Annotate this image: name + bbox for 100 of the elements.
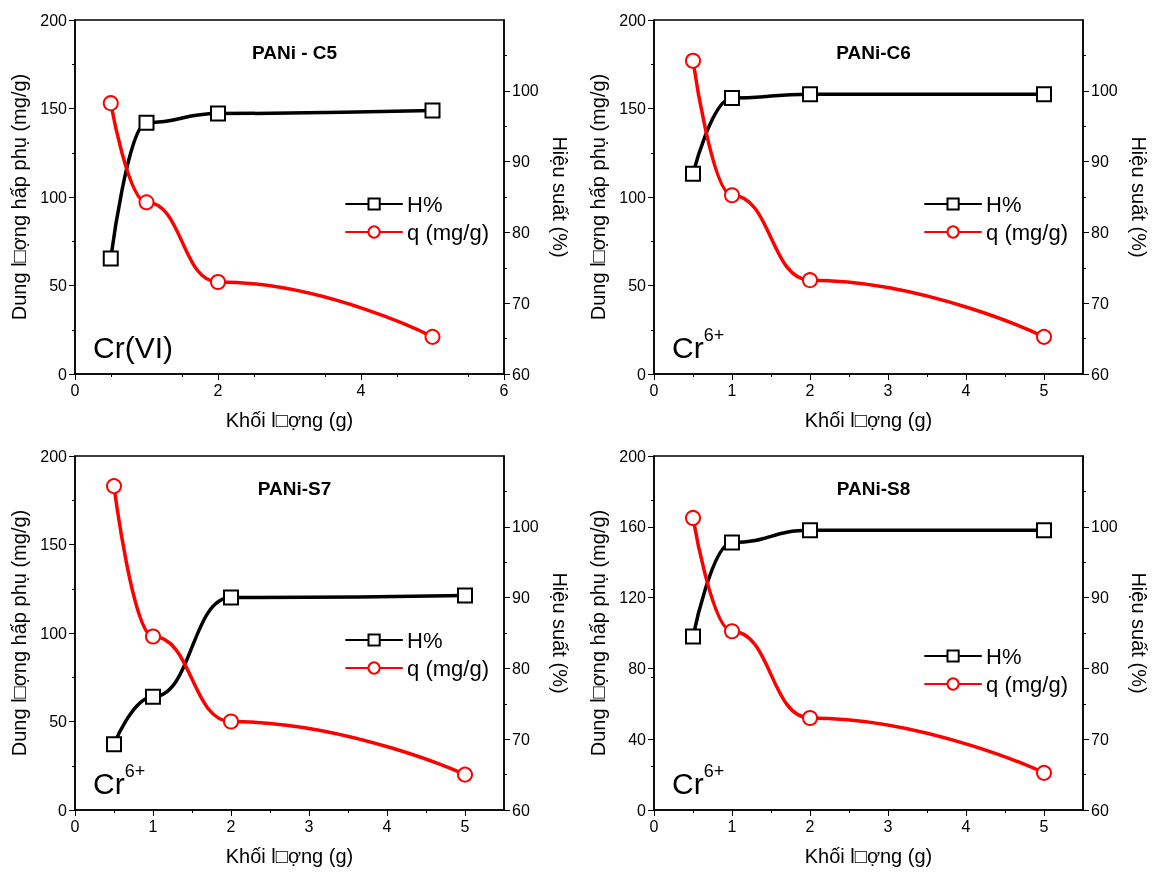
y-tick-label: 100 — [40, 624, 68, 642]
x-tick-label: 4 — [961, 817, 971, 835]
x-tick-label: 4 — [961, 381, 971, 399]
point — [145, 688, 161, 705]
x-axis-title: Khối l□ợng (g) — [804, 409, 933, 431]
x-tick-label: 3 — [304, 817, 314, 835]
y2-tick-label: 100 — [1091, 82, 1118, 100]
y-tick-label: 100 — [40, 188, 68, 206]
text: PANi-S8 — [836, 478, 911, 499]
x-tick-label: 5 — [1039, 817, 1049, 835]
y2-tick-label: 90 — [512, 153, 530, 171]
point — [138, 114, 155, 131]
y2-tick-label: 70 — [1091, 294, 1109, 312]
y2-tick-label: 60 — [512, 801, 530, 819]
point — [802, 709, 818, 726]
x-tick-label: 3 — [883, 817, 893, 835]
point — [223, 713, 239, 730]
y-axis-title: Dung l□ợng hấp phụ (mg/g) — [587, 73, 610, 321]
y-tick-label: 200 — [619, 11, 647, 29]
annotation: Cr(VI) — [93, 330, 173, 364]
y-axis-title: Dung l□ợng hấp phụ (mg/g) — [8, 73, 31, 321]
point — [210, 273, 226, 290]
y-tick-label: 0 — [58, 801, 68, 819]
y2-tick-label: 90 — [1091, 153, 1109, 171]
y-tick-label: 50 — [49, 277, 68, 294]
point — [424, 328, 441, 345]
point — [1036, 328, 1052, 345]
y-tick-label: 150 — [619, 100, 647, 117]
y-axis-title: Dung l□ợng hấp phụ (mg/g) — [587, 509, 610, 757]
x-axis-title: Khối l□ợng (g) — [225, 845, 354, 867]
y2-tick-label: 70 — [1091, 730, 1109, 748]
legend-label: H% — [986, 191, 1022, 217]
point — [685, 165, 701, 182]
y-tick-label: 150 — [40, 100, 68, 117]
point — [685, 509, 701, 526]
y-tick-label: 200 — [40, 447, 68, 465]
y2-tick-label: 90 — [1091, 589, 1109, 607]
y2-tick-label: 100 — [1091, 518, 1118, 536]
point — [685, 628, 701, 645]
x-tick-label: 3 — [883, 381, 893, 399]
x-tick-label: 0 — [70, 817, 80, 835]
y2-axis-title: Hiệu suất (%) — [548, 136, 571, 258]
y2-tick-label: 90 — [512, 589, 530, 607]
point — [102, 95, 119, 112]
x-tick-label: 2 — [805, 817, 815, 835]
x-tick-label: 5 — [460, 817, 470, 835]
y2-tick-label: 80 — [512, 659, 530, 677]
y-tick-label: 0 — [637, 801, 647, 819]
point — [210, 105, 226, 122]
point — [1036, 86, 1052, 103]
point — [685, 52, 701, 69]
x-tick-label: 1 — [148, 817, 158, 835]
y-tick-label: 120 — [619, 589, 647, 607]
y-tick-label: 100 — [619, 188, 647, 206]
x-tick-label: 2 — [226, 817, 236, 835]
legend-label: q (mg/g) — [986, 671, 1069, 697]
y2-tick-label: 70 — [512, 294, 530, 312]
y2-axis-title: Hiệu suất (%) — [1127, 572, 1150, 694]
point — [724, 623, 740, 640]
y-tick-label: 0 — [58, 365, 68, 383]
point — [223, 589, 239, 606]
y2-tick-label: 100 — [512, 518, 539, 536]
y-tick-label: 80 — [628, 659, 647, 677]
x-tick-label: 0 — [649, 381, 659, 399]
y-tick-label: 50 — [628, 277, 647, 294]
x-tick-label: 0 — [70, 381, 80, 399]
x-tick-label: 2 — [213, 381, 223, 399]
y2-tick-label: 70 — [512, 730, 530, 748]
legend-label: q (mg/g) — [407, 219, 490, 245]
point — [802, 522, 818, 539]
point — [106, 736, 122, 753]
y-tick-label: 200 — [40, 11, 68, 29]
point — [1036, 764, 1052, 781]
point — [1036, 522, 1052, 539]
point — [424, 102, 441, 119]
x-tick-label: 5 — [1039, 381, 1049, 399]
x-tick-label: 6 — [499, 381, 509, 399]
point — [802, 272, 818, 289]
point — [802, 86, 818, 103]
legend-label: H% — [986, 643, 1022, 669]
text: PANi-C6 — [836, 42, 911, 63]
y2-tick-label: 80 — [1091, 659, 1109, 677]
y-tick-label: 160 — [619, 518, 647, 536]
y-tick-label: 0 — [637, 365, 647, 383]
point — [457, 587, 473, 604]
text: PANi-S7 — [257, 478, 332, 499]
legend-label: H% — [407, 627, 443, 653]
point — [106, 478, 122, 495]
point — [724, 534, 740, 551]
point — [724, 187, 740, 204]
x-axis-title: Khối l□ợng (g) — [225, 409, 354, 431]
y2-tick-label: 60 — [512, 365, 530, 383]
x-tick-label: 4 — [356, 381, 366, 399]
y2-axis-title: Hiệu suất (%) — [548, 572, 571, 694]
y2-axis-title: Hiệu suất (%) — [1127, 136, 1150, 258]
point — [457, 766, 473, 783]
legend-label: H% — [407, 191, 443, 217]
legend-label: q (mg/g) — [407, 655, 490, 681]
point — [145, 628, 161, 645]
y-tick-label: 200 — [619, 447, 647, 465]
